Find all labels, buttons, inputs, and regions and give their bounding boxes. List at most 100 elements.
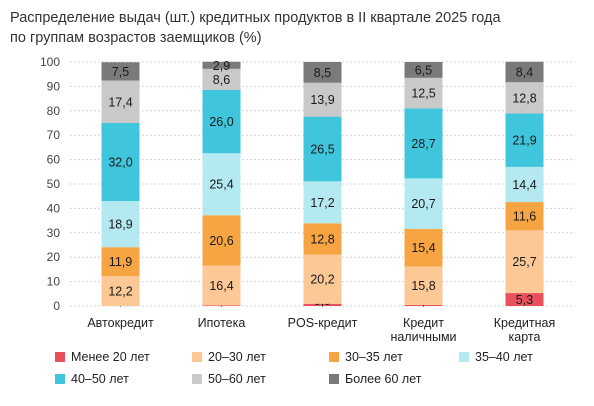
data-label: 18,9 xyxy=(108,218,132,232)
x-tick-label: Кредитная карта xyxy=(494,316,556,344)
data-label: 11,6 xyxy=(513,210,536,224)
bar-segment xyxy=(202,265,241,306)
legend-swatch xyxy=(329,352,339,362)
bar-segment xyxy=(505,113,544,167)
legend-item: 35–40 лет xyxy=(459,350,533,364)
y-tick-label: 50 xyxy=(47,177,61,191)
data-label: 12,2 xyxy=(108,285,132,299)
data-label: 32,0 xyxy=(108,156,132,170)
legend-label: 35–40 лет xyxy=(475,350,533,364)
bar-segment xyxy=(404,305,443,306)
bar-segment xyxy=(202,68,241,90)
y-tick-label: 100 xyxy=(40,55,60,69)
data-label: 5,3 xyxy=(516,293,533,307)
chart-title-line-1: Распределение выдач (шт.) кредитных прод… xyxy=(10,10,501,26)
bar-segment xyxy=(101,201,140,248)
x-tick-label: Ипотека xyxy=(198,316,246,330)
legend-item: 30–35 лет xyxy=(329,350,403,364)
data-label: 20,6 xyxy=(209,234,233,248)
bar-segment xyxy=(101,123,140,202)
data-label: 17,4 xyxy=(108,95,132,109)
legend-item: 40–50 лет xyxy=(55,372,129,386)
legend-swatch xyxy=(192,374,202,384)
bar-segment xyxy=(303,223,342,255)
data-label: 8,4 xyxy=(516,66,533,80)
x-tick-label-line: Кредитная xyxy=(494,316,556,330)
legend-swatch xyxy=(55,352,65,362)
data-label: 16,4 xyxy=(209,279,233,293)
data-label: 26,0 xyxy=(209,115,233,129)
data-label: 13,9 xyxy=(310,93,334,107)
bar-segment xyxy=(505,82,544,114)
data-label: 12,8 xyxy=(310,232,334,246)
x-tick-label: POS-кредит xyxy=(288,316,358,330)
legend-label: 20–30 лет xyxy=(208,350,266,364)
legend-item: 20–30 лет xyxy=(192,350,266,364)
data-label: 12,8 xyxy=(512,91,536,105)
legend-label: Более 60 лет xyxy=(345,372,422,386)
bar-segment xyxy=(303,181,342,224)
legend-swatch xyxy=(329,374,339,384)
data-label: 12,5 xyxy=(411,87,435,101)
chart-title: Распределение выдач (шт.) кредитных прод… xyxy=(10,8,590,48)
data-label: 2,9 xyxy=(213,59,230,73)
legend-item: Менее 20 лет xyxy=(55,350,150,364)
data-label: 20,7 xyxy=(411,197,435,211)
bar-segment xyxy=(101,62,140,81)
data-label: 14,4 xyxy=(512,178,536,192)
legend-label: Менее 20 лет xyxy=(71,350,150,364)
legend-swatch xyxy=(459,352,469,362)
y-tick-label: 20 xyxy=(47,250,61,264)
bar-segment xyxy=(404,178,443,229)
y-tick-label: 30 xyxy=(47,226,61,240)
bar-segment xyxy=(404,266,443,306)
bar-segment xyxy=(404,77,443,109)
bar-segment xyxy=(303,254,342,304)
x-tick-label-line: карта xyxy=(509,330,541,344)
bar-segment xyxy=(404,108,443,179)
bar-segment xyxy=(505,293,544,306)
bar-segment xyxy=(303,116,342,182)
x-tick-label-line: Ипотека xyxy=(198,316,246,330)
bar-segment xyxy=(505,166,544,203)
bar-segment xyxy=(404,62,443,78)
data-label: 6,5 xyxy=(415,63,432,77)
y-tick-label: 70 xyxy=(47,128,61,142)
y-tick-label: 60 xyxy=(47,153,61,167)
bar-segment xyxy=(505,202,544,231)
legend-swatch xyxy=(192,352,202,362)
y-tick-label: 90 xyxy=(47,79,61,93)
data-label: 17,2 xyxy=(310,196,334,210)
bar-segment xyxy=(101,247,140,277)
bar-segment xyxy=(303,62,342,83)
bar-segment xyxy=(202,89,241,154)
data-label: 11,9 xyxy=(109,255,132,269)
bar-segment xyxy=(303,82,342,117)
x-tick-label-line: Кредит xyxy=(403,316,444,330)
chart-title-line-2: по группам возрастов заемщиков (%) xyxy=(10,30,262,46)
data-label: 7,5 xyxy=(112,65,129,79)
data-label: 20,2 xyxy=(310,273,334,287)
bar-segment xyxy=(505,61,544,83)
data-label: 25,7 xyxy=(512,255,536,269)
x-tick-label: Кредит наличными xyxy=(390,316,456,344)
bar-segment xyxy=(404,228,443,267)
data-label: 8,5 xyxy=(314,66,331,80)
y-tick-label: 10 xyxy=(47,275,61,289)
data-label: 28,7 xyxy=(411,137,435,151)
data-label: 25,4 xyxy=(209,178,233,192)
legend-item: 50–60 лет xyxy=(192,372,266,386)
legend-label: 50–60 лет xyxy=(208,372,266,386)
y-tick-label: 80 xyxy=(47,104,61,118)
y-tick-label: 40 xyxy=(47,201,61,215)
bar-segment xyxy=(202,153,241,216)
legend-item: Более 60 лет xyxy=(329,372,421,386)
legend-swatch xyxy=(55,374,65,384)
data-label: 8,6 xyxy=(213,73,230,87)
bar-segment xyxy=(505,230,544,294)
legend-label: 40–50 лет xyxy=(71,372,129,386)
y-tick-label: 0 xyxy=(53,299,60,313)
bar-segment xyxy=(202,215,241,266)
bar-segment xyxy=(101,276,140,306)
